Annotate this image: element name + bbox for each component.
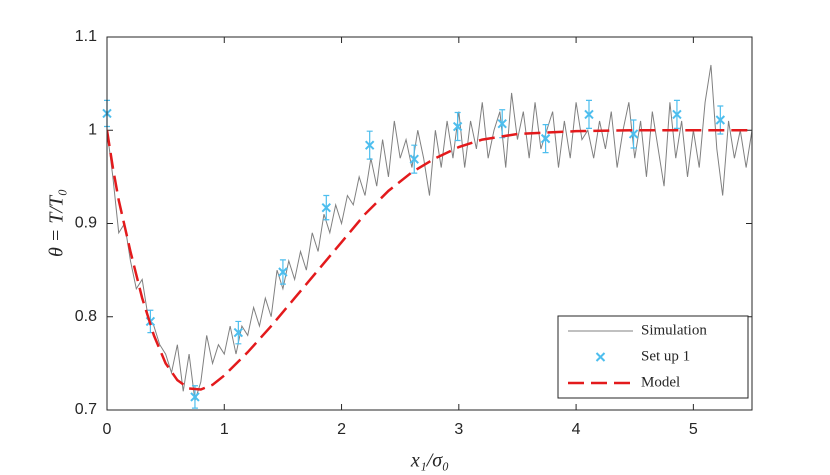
x-tick-label: 3 — [454, 421, 463, 438]
marker — [278, 267, 288, 277]
marker — [540, 133, 551, 144]
x-tick-label: 4 — [572, 421, 581, 438]
plot-frame — [106, 36, 753, 411]
legend-label: Set up 1 — [641, 348, 690, 364]
marker — [452, 121, 463, 132]
marker — [321, 202, 332, 213]
y-tick-label: 1 — [88, 121, 97, 138]
marker — [672, 109, 682, 120]
marker — [190, 392, 200, 402]
legend-label: Simulation — [641, 322, 707, 338]
x-tick-label: 0 — [103, 421, 112, 438]
y-axis-label: θ = T/T₀ — [46, 189, 68, 257]
x-axis-label: x₁/σ₀ — [410, 450, 449, 472]
y-tick-label: 0.8 — [75, 308, 97, 325]
x-tick-label: 1 — [220, 421, 229, 438]
x-tick-label: 5 — [689, 421, 698, 438]
y-tick-label: 0.7 — [75, 401, 97, 418]
x-tick-label: 2 — [337, 421, 346, 438]
legend-marker — [595, 352, 606, 362]
series-line — [107, 64, 752, 401]
marker — [715, 115, 726, 125]
marker — [364, 140, 375, 150]
marker — [233, 327, 244, 338]
marker — [409, 154, 419, 164]
series-line — [107, 129, 752, 391]
marker — [584, 109, 594, 120]
legend-label: Model — [641, 374, 680, 390]
y-tick-label: 1.1 — [75, 28, 97, 45]
y-tick-label: 0.9 — [75, 215, 97, 232]
marker — [497, 119, 507, 129]
legend-box — [557, 315, 749, 399]
